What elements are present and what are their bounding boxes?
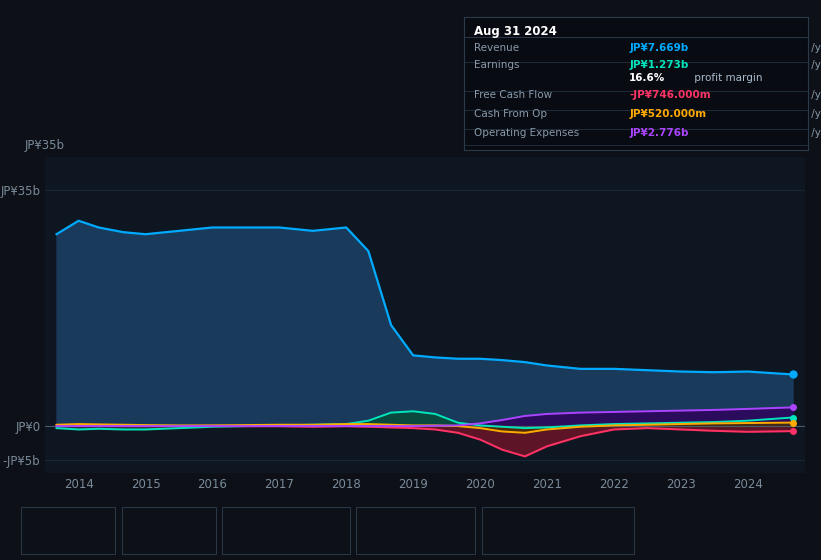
Text: Operating Expenses: Operating Expenses [511, 526, 624, 535]
Text: Operating Expenses: Operating Expenses [475, 128, 580, 138]
Text: ●: ● [233, 526, 241, 535]
Text: Revenue: Revenue [475, 43, 520, 53]
Text: /yr: /yr [808, 60, 821, 70]
Text: ●: ● [493, 526, 501, 535]
Text: Aug 31 2024: Aug 31 2024 [475, 25, 557, 38]
Text: /yr: /yr [808, 43, 821, 53]
Text: /yr: /yr [808, 128, 821, 138]
Text: JP¥2.776b: JP¥2.776b [629, 128, 689, 138]
Text: /yr: /yr [808, 109, 821, 119]
Text: Free Cash Flow: Free Cash Flow [252, 526, 336, 535]
Text: JP¥35b: JP¥35b [25, 139, 65, 152]
Text: profit margin: profit margin [691, 73, 763, 83]
Text: Earnings: Earnings [475, 60, 520, 70]
Text: Free Cash Flow: Free Cash Flow [475, 91, 553, 100]
Text: Revenue: Revenue [50, 526, 99, 535]
Text: JP¥1.273b: JP¥1.273b [629, 60, 689, 70]
Text: JP¥7.669b: JP¥7.669b [629, 43, 688, 53]
Text: /yr: /yr [808, 91, 821, 100]
Text: ●: ● [367, 526, 375, 535]
Text: ●: ● [31, 526, 39, 535]
Text: Cash From Op: Cash From Op [475, 109, 548, 119]
Text: -JP¥746.000m: -JP¥746.000m [629, 91, 711, 100]
Text: Earnings: Earnings [151, 526, 200, 535]
Text: ●: ● [132, 526, 140, 535]
Text: 16.6%: 16.6% [629, 73, 665, 83]
Text: JP¥520.000m: JP¥520.000m [629, 109, 706, 119]
Text: Cash From Op: Cash From Op [386, 526, 464, 535]
